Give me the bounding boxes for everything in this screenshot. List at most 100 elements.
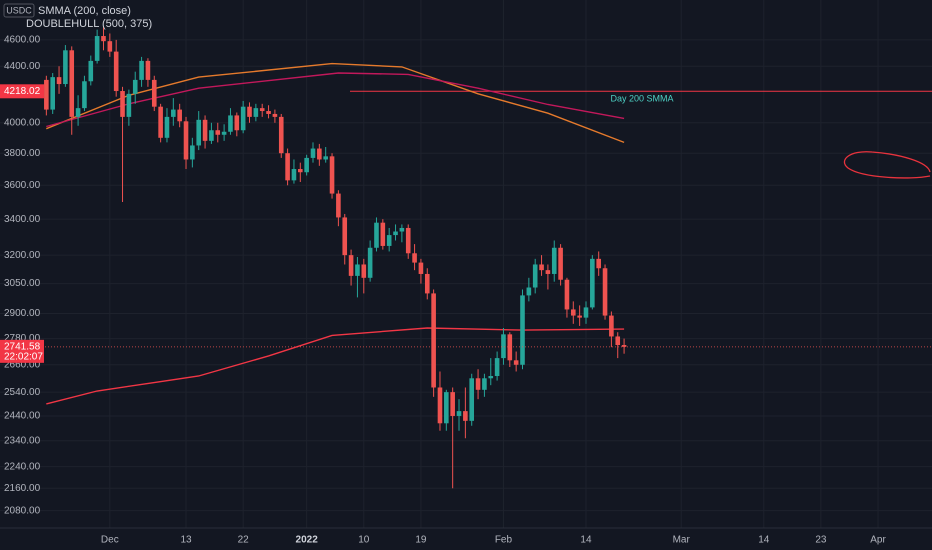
candle-body bbox=[596, 258, 601, 269]
candle-body bbox=[82, 81, 87, 109]
candle-body bbox=[132, 79, 138, 94]
candle-body bbox=[253, 108, 259, 117]
x-tick-label: 22 bbox=[238, 535, 250, 546]
candle-body bbox=[564, 279, 570, 310]
candle-body bbox=[329, 156, 335, 194]
candle-body bbox=[520, 295, 525, 365]
candle-body bbox=[336, 193, 341, 218]
legend-entry: DOUBLEHULL (500, 375) bbox=[26, 18, 152, 30]
indicator-line bbox=[46, 72, 625, 128]
candle-body bbox=[69, 50, 75, 117]
candle-body bbox=[545, 270, 551, 274]
countdown: 22:02:07 bbox=[4, 351, 43, 362]
x-tick-label: 23 bbox=[815, 535, 827, 546]
candle-body bbox=[615, 336, 621, 346]
y-tick-label: 3200.00 bbox=[4, 250, 41, 261]
candle-body bbox=[234, 115, 240, 131]
indicator-line bbox=[46, 327, 625, 405]
candle-body bbox=[558, 247, 563, 280]
candle-body bbox=[158, 106, 163, 138]
candle-body bbox=[342, 217, 348, 256]
y-tick-label: 2780.00 bbox=[4, 333, 41, 344]
y-tick-label: 2160.00 bbox=[4, 483, 41, 494]
candle-body bbox=[50, 77, 55, 110]
candle-body bbox=[380, 222, 386, 246]
candle-body bbox=[405, 227, 411, 254]
candle-body bbox=[272, 113, 278, 117]
x-tick-label: Feb bbox=[495, 535, 513, 546]
y-tick-label: 2660.00 bbox=[4, 359, 41, 370]
y-tick-label: 3050.00 bbox=[4, 278, 41, 289]
y-tick-label: 3800.00 bbox=[4, 148, 41, 159]
candle-body bbox=[297, 169, 303, 173]
axes: 4600.00 4400.00 4000.00 3800.00 3600.00 3400.… bbox=[0, 35, 932, 546]
y-tick-label: 2080.00 bbox=[4, 505, 41, 516]
x-tick-label: 14 bbox=[758, 535, 770, 546]
candle-body bbox=[291, 169, 297, 181]
candle-body bbox=[126, 93, 132, 117]
price-label-box bbox=[0, 339, 44, 363]
candle-body bbox=[609, 315, 614, 337]
hand-drawn-ellipse bbox=[843, 151, 931, 179]
x-tick-label: 19 bbox=[415, 535, 427, 546]
candle-body bbox=[145, 60, 151, 80]
x-tick-label: Apr bbox=[870, 535, 886, 546]
candle-body bbox=[171, 109, 176, 117]
candle-body bbox=[190, 145, 195, 160]
candle-body bbox=[304, 157, 309, 173]
indicator-line bbox=[46, 62, 625, 144]
candle-body bbox=[570, 309, 576, 316]
candle-body bbox=[469, 378, 475, 421]
candle-body bbox=[418, 262, 424, 274]
y-tick-label: 2240.00 bbox=[4, 461, 41, 472]
candle-body bbox=[221, 131, 227, 135]
last-price-label: 2741.58 bbox=[4, 341, 41, 352]
plot-area: Day 200 SMMA bbox=[0, 27, 932, 489]
candle-body bbox=[151, 79, 157, 107]
candle-body bbox=[374, 222, 379, 248]
candle-body bbox=[412, 253, 417, 263]
y-tick-label: 2900.00 bbox=[4, 308, 41, 319]
candle-body bbox=[101, 36, 106, 42]
candle-body bbox=[56, 77, 62, 85]
candle-body bbox=[44, 79, 49, 110]
candle-body bbox=[196, 119, 202, 146]
candle-body bbox=[361, 264, 367, 278]
x-tick-label: 10 bbox=[358, 535, 370, 546]
candle-body bbox=[247, 106, 252, 117]
candle-body bbox=[209, 130, 214, 141]
candle-body bbox=[526, 287, 532, 296]
candle-body bbox=[532, 264, 538, 288]
candle-body bbox=[488, 376, 494, 379]
candle-body bbox=[583, 307, 589, 318]
x-tick-label: Dec bbox=[101, 535, 119, 546]
candle-body bbox=[399, 227, 405, 232]
candle-body bbox=[494, 358, 500, 377]
y-tick-label: 2340.00 bbox=[4, 435, 41, 446]
x-tick-label: 2022 bbox=[296, 535, 319, 546]
candle-body bbox=[88, 60, 94, 82]
candle-body bbox=[456, 411, 462, 416]
candle-body bbox=[285, 153, 290, 181]
price-label-box bbox=[0, 84, 44, 99]
candle-body bbox=[501, 334, 506, 359]
y-tick-label: 4600.00 bbox=[4, 35, 41, 46]
candle-body bbox=[107, 41, 113, 52]
candle-body bbox=[393, 231, 398, 236]
candle-body bbox=[63, 50, 68, 85]
currency-box bbox=[3, 3, 35, 18]
candle-body bbox=[120, 91, 125, 117]
candle-body bbox=[259, 108, 265, 112]
candle-body bbox=[348, 255, 354, 276]
candle-body bbox=[513, 360, 519, 365]
candle-body bbox=[202, 119, 208, 141]
candle-body bbox=[94, 36, 100, 61]
candle-body bbox=[240, 106, 246, 131]
candle-body bbox=[463, 411, 468, 421]
candle-body bbox=[75, 108, 81, 117]
candle-body bbox=[450, 392, 455, 416]
candle-body bbox=[310, 148, 316, 158]
candle-body bbox=[215, 130, 221, 135]
